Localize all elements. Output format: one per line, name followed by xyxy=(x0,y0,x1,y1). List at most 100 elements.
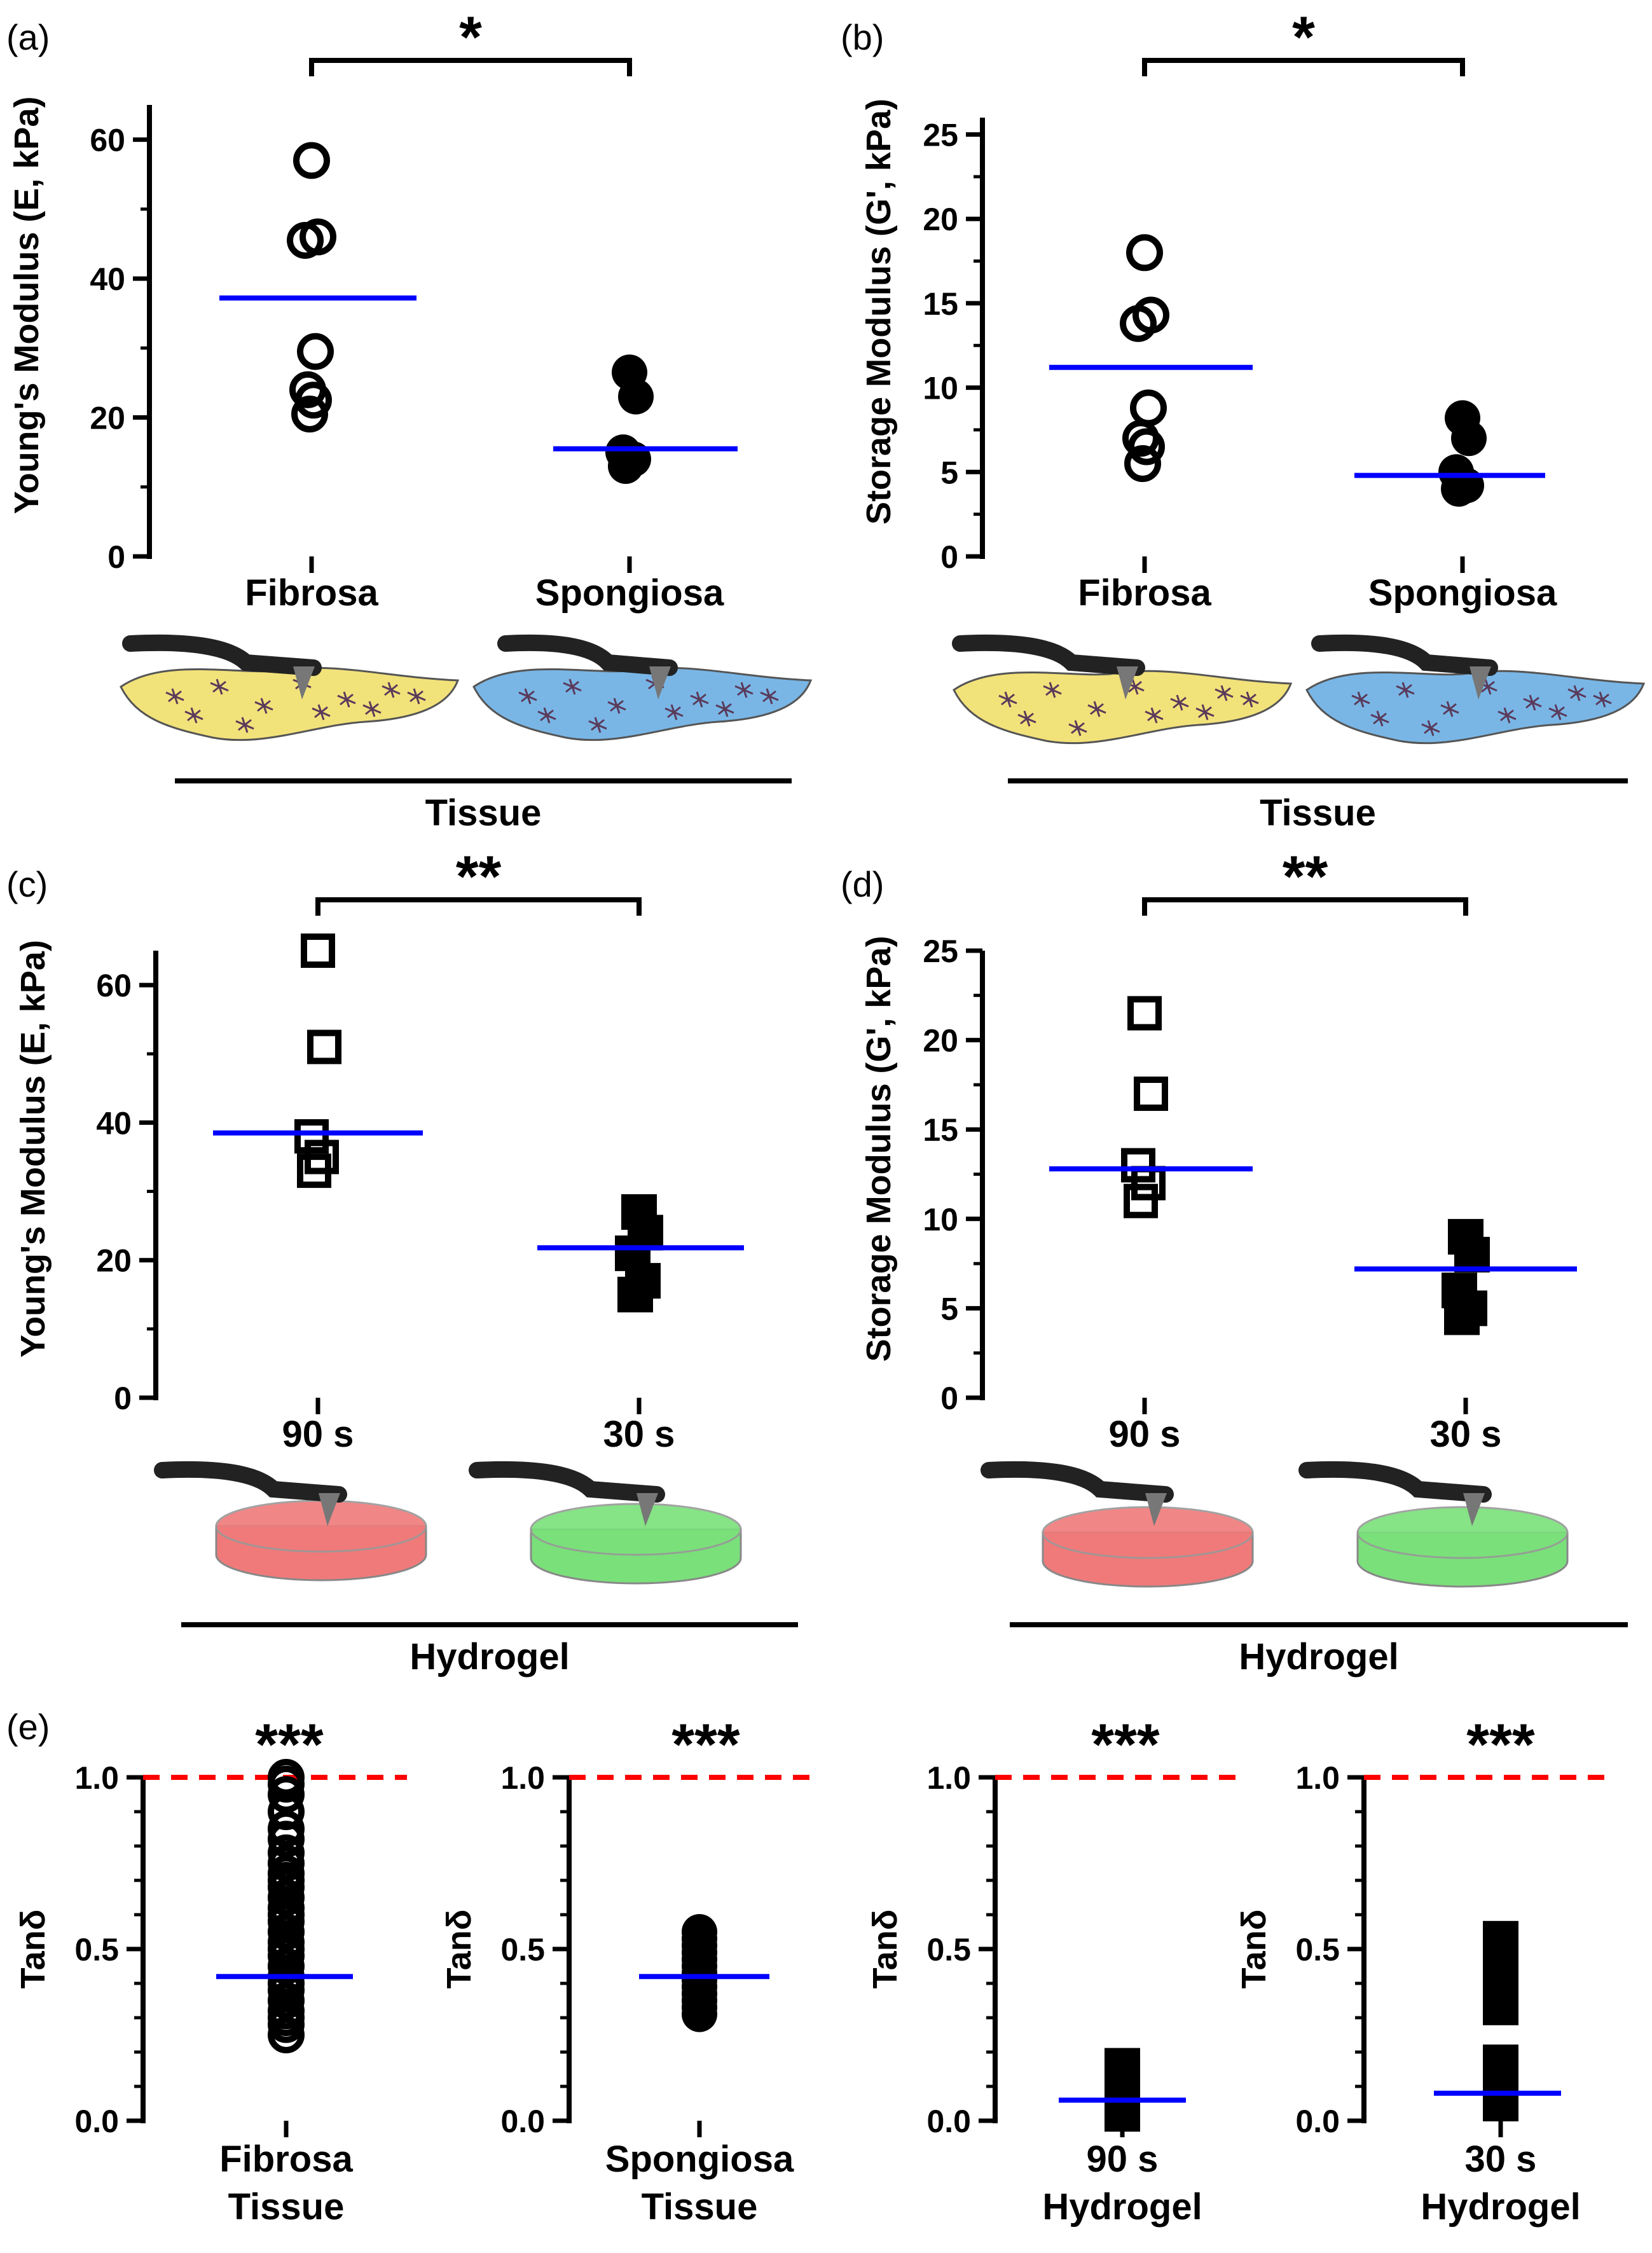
data-point xyxy=(287,222,324,259)
significance-bracket xyxy=(1142,58,1465,76)
hydrogel-30s-icon xyxy=(1356,1506,1569,1559)
cell-icon xyxy=(382,682,401,698)
data-point xyxy=(1134,1076,1168,1111)
y-tick-label: 0 xyxy=(107,539,125,575)
cell-icon xyxy=(734,682,754,698)
x-category-label: 30 s xyxy=(1465,2139,1537,2180)
x-category-label: Spongiosa xyxy=(535,572,724,614)
data-point xyxy=(1126,234,1163,272)
y-axis-label: Tanδ xyxy=(866,1910,904,1989)
y-tick-label: 20 xyxy=(96,1243,132,1279)
data-point xyxy=(307,1030,341,1064)
cell-icon xyxy=(254,698,273,714)
panel-a: (a) 0 20 40 60 Young's Modulus (E, kPa) Fibros… xyxy=(6,5,738,614)
group-label: Tissue xyxy=(425,792,542,834)
fibrosa-tissue-icon xyxy=(953,670,1293,745)
cell-icon xyxy=(1593,691,1612,708)
y-axis-label: Young's Modulus (E, kPa) xyxy=(8,97,46,514)
y-tick-label: 25 xyxy=(923,118,958,153)
data-point xyxy=(1124,445,1161,483)
cell-icon xyxy=(1421,720,1440,736)
panel-e4: 0.0 0.5 1.0 Tanδ 30 s Hydrogel *** xyxy=(1235,1712,1615,2228)
afm-tip-icon xyxy=(637,1493,658,1526)
y-tick-label: 1.0 xyxy=(74,1760,119,1796)
afm-tip-icon xyxy=(649,666,671,699)
x-category-sublabel: Hydrogel xyxy=(1042,2186,1202,2228)
y-tick-label: 0 xyxy=(940,539,958,575)
significance-marker: * xyxy=(1292,5,1315,70)
y-tick-label: 60 xyxy=(96,968,132,1003)
y-axis-label: Tanδ xyxy=(1235,1910,1273,1989)
cell-icon xyxy=(210,679,229,695)
panel-d: (d) 0 5 10 15 20 25 Storage Modulus (G', kPa) 90… xyxy=(841,844,1577,1455)
cell-icon xyxy=(998,691,1017,708)
y-tick-label: 0.0 xyxy=(1295,2104,1340,2139)
y-tick-label: 15 xyxy=(923,286,958,322)
hydrogel-30s-icon xyxy=(530,1503,742,1556)
y-tick-label: 40 xyxy=(90,261,125,297)
cell-icon xyxy=(407,688,426,705)
cell-icon xyxy=(607,698,626,714)
x-category-label: Fibrosa xyxy=(219,2139,353,2180)
x-category-sublabel: Tissue xyxy=(642,2186,758,2228)
y-tick-label: 0.0 xyxy=(74,2104,119,2139)
cell-icon xyxy=(312,704,331,720)
x-category-sublabel: Tissue xyxy=(228,2186,345,2228)
x-category-label: 90 s xyxy=(1109,1414,1181,1455)
y-tick-label: 0.0 xyxy=(926,2104,971,2139)
cell-icon xyxy=(362,701,382,717)
significance-marker: ** xyxy=(456,844,502,909)
x-category-label: Spongiosa xyxy=(605,2139,794,2180)
data-point xyxy=(1124,1183,1158,1218)
afm-tip-icon xyxy=(1117,666,1138,699)
y-tick-label: 20 xyxy=(923,1023,958,1059)
afm-tip-icon xyxy=(319,1493,340,1526)
data-point xyxy=(268,2016,305,2053)
cell-icon xyxy=(337,691,356,708)
x-category-label: Fibrosa xyxy=(245,572,378,614)
afm-cantilever-icon xyxy=(1311,634,1498,676)
data-point xyxy=(1121,1148,1155,1183)
y-tick-label: 0 xyxy=(940,1381,958,1416)
cell-icon xyxy=(1440,701,1459,717)
fibrosa-tissue-icon xyxy=(120,666,460,741)
data-point xyxy=(1130,389,1167,427)
significance-marker: * xyxy=(459,5,482,70)
afm-tip-icon xyxy=(1145,1493,1167,1526)
spongiosa-tissue-icon xyxy=(472,666,813,741)
data-point xyxy=(297,333,334,370)
y-tick-label: 15 xyxy=(923,1112,958,1148)
y-tick-label: 10 xyxy=(923,1202,958,1237)
hydrogel-90s-icon xyxy=(215,1499,427,1553)
schematics: Tissue Tissue Hydrogel Hydrogel xyxy=(120,634,1646,1678)
significance-marker: *** xyxy=(1466,1712,1535,1777)
panel-label: (c) xyxy=(6,864,48,904)
cell-icon xyxy=(1017,710,1036,727)
cell-icon xyxy=(1497,707,1517,724)
cell-icon xyxy=(1351,691,1370,708)
cell-icon xyxy=(690,691,709,708)
data-point xyxy=(1451,420,1487,457)
cell-icon xyxy=(1548,704,1567,720)
y-tick-label: 1.0 xyxy=(926,1760,971,1796)
x-category-label: 90 s xyxy=(282,1414,354,1455)
x-category-label: 30 s xyxy=(1430,1414,1502,1455)
cell-icon xyxy=(1170,694,1189,711)
x-category-label: Fibrosa xyxy=(1078,572,1211,614)
cell-icon xyxy=(1567,685,1587,701)
panel-label: (a) xyxy=(6,17,50,57)
afm-tip-icon xyxy=(293,666,315,699)
data-point xyxy=(291,396,328,433)
panel-label: (d) xyxy=(841,864,884,904)
afm-cantilever-icon xyxy=(981,1461,1174,1503)
cell-icon xyxy=(165,688,184,705)
cell-icon xyxy=(1523,694,1542,711)
cell-icon xyxy=(1240,691,1259,708)
data-point xyxy=(268,1776,305,1813)
afm-cantilever-icon xyxy=(952,634,1145,676)
y-tick-label: 0.0 xyxy=(500,2104,545,2139)
panel-label: (e) xyxy=(6,1707,50,1747)
afm-cantilever-icon xyxy=(497,634,678,676)
significance-bracket xyxy=(309,58,632,76)
